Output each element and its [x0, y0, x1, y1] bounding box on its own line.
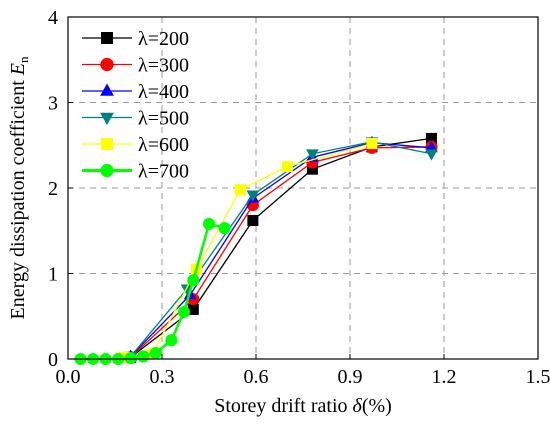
x-tick-label: 1.2 — [432, 366, 457, 388]
data-point — [425, 132, 437, 144]
data-point — [187, 303, 199, 315]
legend-marker — [100, 57, 114, 72]
y-axis-label-sub: n — [16, 56, 31, 63]
legend-label: λ=200 — [138, 28, 189, 50]
legend-marker — [100, 163, 114, 178]
y-axis-label: Energy dissipation coefficient En — [7, 56, 31, 319]
x-tick-label: 0.3 — [150, 366, 175, 388]
legend-label: λ=400 — [138, 81, 189, 103]
legend-label: λ=700 — [138, 161, 189, 183]
data-point — [177, 305, 190, 319]
y-axis-label-main: Energy dissipation coefficient — [7, 75, 29, 319]
data-point — [281, 161, 293, 173]
data-point — [246, 190, 260, 202]
x-tick-label: 0.9 — [338, 366, 363, 388]
series-line — [130, 141, 432, 357]
legend-marker — [100, 83, 114, 96]
legend-item: λ=400 — [82, 81, 189, 103]
data-point — [124, 352, 137, 365]
data-point — [425, 140, 438, 153]
data-point — [118, 351, 130, 363]
data-point — [218, 222, 231, 235]
y-tick-label: 1 — [48, 264, 58, 286]
data-point — [234, 184, 246, 196]
y-axis-label-symbol: E — [7, 63, 29, 76]
legend-label: λ=500 — [138, 108, 189, 130]
tick-group: 0.0 0.3 0.6 0.9 1.2 1.5 0 1 2 3 4 — [48, 7, 550, 388]
data-point — [247, 214, 259, 226]
x-axis-label-main: Storey drift ratio — [214, 395, 352, 417]
y-tick-label: 4 — [48, 7, 58, 29]
legend-item: λ=500 — [82, 108, 189, 130]
legend-item: λ=200 — [82, 28, 189, 50]
legend-marker — [100, 112, 114, 125]
y-tick-label: 2 — [48, 178, 58, 200]
data-point — [306, 163, 318, 175]
y-tick-label: 3 — [48, 93, 58, 115]
legend-item: λ=300 — [82, 55, 189, 77]
data-point — [306, 149, 319, 161]
legend-label: λ=600 — [138, 134, 189, 156]
data-point — [137, 350, 150, 363]
data-point — [165, 334, 178, 347]
legend-item: λ=700 — [82, 161, 189, 183]
data-point — [202, 217, 216, 230]
x-tick-label: 1.5 — [526, 366, 550, 388]
legend-marker — [101, 32, 113, 44]
legend-item: λ=600 — [82, 134, 189, 156]
x-tick-label: 0.0 — [56, 366, 81, 388]
x-axis-label-unit: (%) — [362, 395, 392, 417]
grid-lines — [68, 17, 538, 359]
data-point — [366, 138, 378, 150]
x-axis-label-symbol: δ — [353, 395, 363, 417]
x-tick-label: 0.6 — [244, 366, 269, 388]
legend-label: λ=300 — [138, 55, 189, 77]
data-point — [425, 149, 438, 161]
legend: λ=200 λ=300 λ=400 λ=500 λ=600 λ=700 — [82, 28, 189, 183]
legend-marker — [101, 138, 113, 150]
data-point — [187, 274, 200, 287]
x-axis-label: Storey drift ratio δ(%) — [214, 395, 392, 417]
data-point — [149, 346, 162, 360]
y-tick-label: 0 — [48, 349, 58, 371]
